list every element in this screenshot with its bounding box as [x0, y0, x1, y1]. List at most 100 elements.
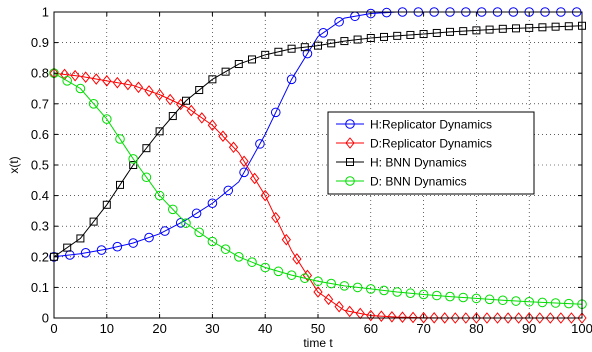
data-point	[102, 75, 112, 87]
data-point	[376, 310, 387, 322]
data-point	[154, 190, 165, 201]
legend-label: D: BNN Dynamics	[370, 175, 467, 189]
data-point	[207, 119, 218, 132]
data-point	[512, 24, 520, 33]
x-tick-label: 10	[100, 321, 114, 336]
x-tick-label: 90	[522, 321, 536, 336]
data-point	[207, 236, 218, 247]
data-point	[419, 30, 428, 39]
data-point	[218, 130, 228, 143]
data-point	[70, 69, 80, 82]
y-tick-label: 0.9	[31, 35, 49, 50]
data-point	[287, 44, 296, 53]
data-point	[566, 312, 577, 324]
data-point	[538, 23, 547, 32]
data-point	[228, 141, 239, 154]
data-point	[446, 27, 454, 36]
x-tick-label: 100	[571, 321, 592, 336]
data-point	[286, 74, 297, 85]
data-point	[537, 297, 548, 308]
legend-marker	[346, 158, 354, 166]
data-point	[239, 155, 249, 168]
data-point	[440, 312, 450, 324]
data-point	[168, 112, 177, 121]
data-point	[564, 22, 573, 31]
data-point	[271, 211, 281, 224]
data-point	[471, 312, 482, 324]
data-point	[88, 99, 99, 109]
data-point	[300, 43, 309, 52]
data-point	[418, 311, 429, 324]
data-point	[429, 312, 439, 324]
data-point	[461, 312, 471, 324]
data-point	[418, 289, 429, 300]
x-tick-label: 40	[258, 321, 272, 336]
y-axis-label: x(t)	[7, 156, 21, 173]
x-axis-label: time t	[303, 336, 333, 350]
data-point	[160, 226, 170, 236]
data-point	[525, 23, 534, 32]
data-point	[186, 104, 196, 117]
data-point	[392, 287, 403, 297]
data-point	[353, 35, 362, 44]
data-point	[194, 227, 204, 238]
data-point	[380, 32, 388, 41]
data-point	[327, 39, 336, 48]
data-point	[260, 189, 270, 202]
data-point	[550, 298, 561, 308]
y-tick-label: 0.2	[31, 249, 49, 264]
y-tick-label: 0.6	[31, 127, 49, 142]
legend-label: H: BNN Dynamics	[370, 156, 467, 170]
data-point	[459, 27, 468, 36]
legend-marker	[345, 137, 355, 149]
data-point	[564, 298, 574, 309]
data-point	[142, 144, 151, 153]
data-point	[535, 312, 545, 324]
data-point	[249, 172, 260, 185]
data-point	[274, 47, 283, 56]
data-point	[366, 34, 375, 43]
data-point	[334, 16, 344, 27]
data-point	[300, 273, 310, 284]
data-point	[123, 78, 133, 91]
data-point	[408, 311, 418, 324]
y-tick-label: 0.4	[31, 188, 49, 203]
data-point	[63, 243, 72, 252]
data-point	[128, 238, 138, 248]
data-point	[261, 50, 270, 59]
data-point	[168, 204, 178, 215]
data-point	[334, 300, 344, 313]
data-point	[80, 248, 91, 258]
data-point	[556, 312, 566, 324]
data-point	[498, 24, 507, 33]
data-point	[112, 241, 123, 252]
data-point	[239, 167, 249, 178]
data-point	[313, 276, 323, 287]
data-point	[524, 296, 535, 307]
data-point	[379, 285, 389, 296]
data-point	[96, 245, 107, 255]
data-point	[91, 73, 101, 85]
data-point	[234, 251, 244, 262]
legend: H:Replicator Dynamics D:Replicator Dynami…	[327, 111, 535, 195]
data-point	[366, 284, 376, 294]
data-point	[545, 312, 555, 324]
data-point	[503, 312, 513, 324]
data-point	[482, 312, 492, 324]
data-point	[292, 253, 302, 265]
data-point	[221, 67, 230, 76]
data-point	[471, 293, 482, 304]
data-point	[450, 312, 460, 324]
axes-ticks: 0 10 20 30 40 50 60 70 80 90 100 0 0.1 0.2 0.3 0.4 0.5 0.…	[31, 5, 592, 337]
data-point	[133, 81, 144, 94]
data-point	[144, 85, 154, 97]
series-line	[53, 25, 583, 258]
data-point	[128, 154, 138, 164]
data-point	[112, 76, 123, 89]
y-tick-label: 0.7	[31, 96, 49, 111]
y-tick-label: 0.8	[31, 66, 49, 81]
data-point	[155, 127, 164, 136]
data-point	[247, 257, 257, 267]
data-point	[302, 48, 313, 59]
